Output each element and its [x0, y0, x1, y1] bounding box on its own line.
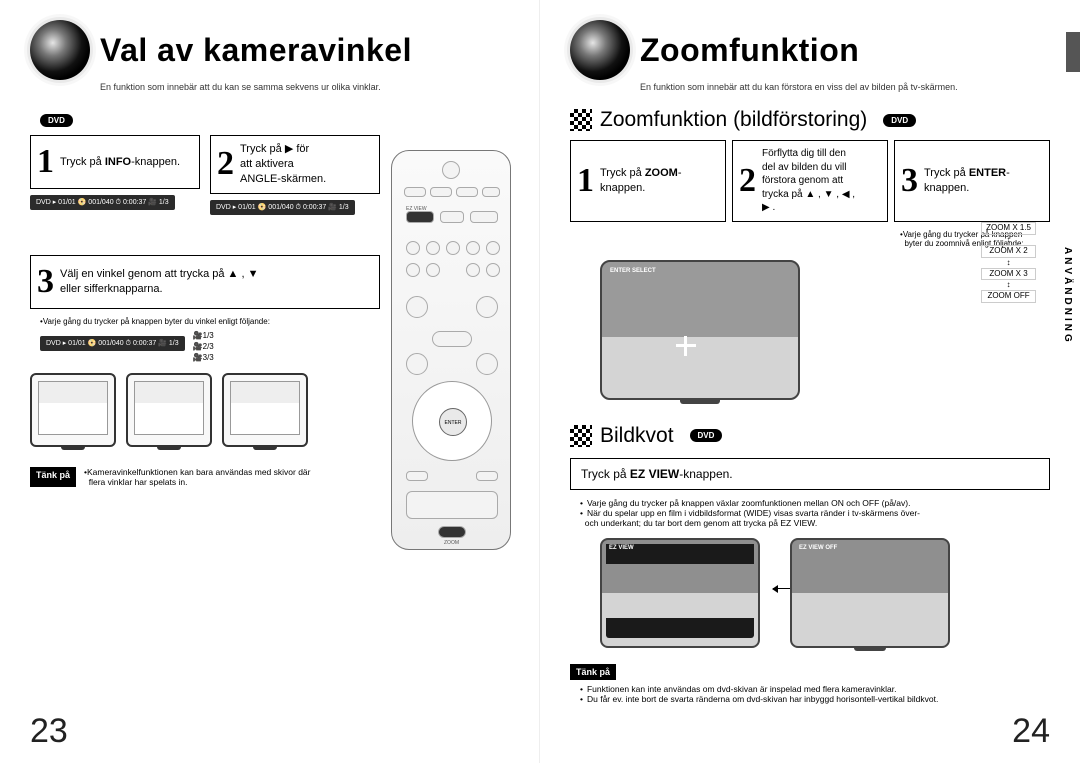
step-2r-text: Förflytta dig till den del av bilden du …	[762, 147, 855, 215]
ez-tv-off: EZ VIEW OFF	[790, 538, 950, 648]
zoom-ladder: ZOOM X 1.5 ↕ ZOOM X 2 ↕ ZOOM X 3 ↕ ZOOM …	[981, 222, 1036, 303]
zoom-tv-label: ENTER SELECT	[610, 268, 656, 274]
step-3-left: 3 Välj en vinkel genom att trycka på ▲ ,…	[30, 255, 380, 309]
ez-view-box: Tryck på EZ VIEW-knappen.	[570, 458, 1050, 490]
subtitle-left: En funktion som innebär att du kan se sa…	[100, 82, 509, 92]
ez-tv-label: EZ VIEW	[609, 545, 634, 551]
side-tab: ANVÄNDNING	[1061, 245, 1074, 347]
corner-tab	[1066, 32, 1080, 72]
page-number-left: 23	[30, 712, 68, 751]
infobar-2: DVD ▸ 01/01 📀 001/040 ⏱ 0:00:37 🎥 1/3	[210, 200, 355, 215]
step-number: 3	[37, 265, 54, 299]
ez-tv-row: EZ VIEW EZ VIEW OFF	[600, 538, 1050, 648]
step-3r-text: Tryck på ENTER-knappen.	[924, 166, 1041, 196]
step-2-left: 2 Tryck på ▶ för att aktivera ANGLE-skär…	[210, 135, 380, 194]
step-3-right: 3 Tryck på ENTER-knappen.	[894, 140, 1050, 222]
dvd-badge-left: DVD	[40, 114, 73, 127]
title-left: Val av kameravinkel	[100, 32, 412, 69]
tv-angle-1	[30, 373, 116, 447]
section-bildkvot: Bildkvot DVD	[570, 424, 1050, 448]
tv-angle-2	[126, 373, 212, 447]
step3-note: •Varje gång du trycker på knappen byter …	[40, 317, 380, 326]
page-left: Val av kameravinkel En funktion som inne…	[0, 0, 540, 763]
title-right: Zoomfunktion	[640, 32, 859, 69]
page-spread: Val av kameravinkel En funktion som inne…	[0, 0, 1080, 763]
zoom-level: ZOOM OFF	[981, 290, 1036, 303]
tankpa-badge: Tänk på	[30, 467, 76, 487]
section-zoom: Zoomfunktion (bildförstoring) DVD	[570, 108, 1050, 132]
enter-button: ENTER	[439, 408, 467, 436]
infobar-3: DVD ▸ 01/01 📀 001/040 ⏱ 0:00:37 🎥 1/3	[40, 336, 185, 351]
zoom-level: ZOOM X 3	[981, 268, 1036, 281]
ez-bullets: Varje gång du trycker på knappen växlar …	[580, 498, 1050, 528]
tankpa-bullets: Funktionen kan inte användas om dvd-skiv…	[580, 684, 1050, 704]
step-1-left: 1 Tryck på INFO-knappen.	[30, 135, 200, 189]
dpad: ENTER	[412, 381, 492, 461]
eye-graphic-right	[570, 20, 630, 80]
tankpa-text: •Kameravinkelfunktionen kan bara använda…	[84, 467, 310, 487]
eye-graphic-left	[30, 20, 90, 80]
step-3-text: Välj en vinkel genom att trycka på ▲ , ▼…	[60, 267, 258, 297]
section-zoom-title: Zoomfunktion (bildförstoring)	[600, 108, 867, 132]
step-number: 2	[217, 147, 234, 181]
step-1-right: 1 Tryck på ZOOM-knappen.	[570, 140, 726, 222]
tankpa-badge: Tänk på	[570, 664, 616, 680]
step-number: 1	[37, 145, 54, 179]
step-1r-text: Tryck på ZOOM-knappen.	[600, 166, 717, 196]
step-1-text: Tryck på INFO-knappen.	[60, 155, 180, 170]
dvd-badge-zoom: DVD	[883, 114, 916, 127]
ez-tv-on: EZ VIEW	[600, 538, 760, 648]
page-number-right: 24	[1012, 712, 1050, 751]
section-bildkvot-title: Bildkvot	[600, 424, 674, 448]
zoom-crosshair-icon	[676, 336, 696, 356]
step-2-text: Tryck på ▶ för att aktivera ANGLE-skärme…	[240, 142, 326, 187]
note-right: Tänk på	[570, 664, 1050, 680]
zoom-level: ZOOM X 2	[981, 245, 1036, 258]
page-right: Zoomfunktion En funktion som innebär att…	[540, 0, 1080, 763]
subtitle-right: En funktion som innebär att du kan först…	[640, 82, 1050, 92]
tv-angle-3	[222, 373, 308, 447]
checker-icon	[570, 425, 592, 447]
remote-control: EZ VIEW ENTER ZOOM	[391, 150, 511, 550]
step-2-right: 2 Förflytta dig till den del av bilden d…	[732, 140, 888, 222]
ez-tv-label: EZ VIEW OFF	[799, 545, 837, 551]
checker-icon	[570, 109, 592, 131]
dvd-badge-bildkvot: DVD	[690, 429, 723, 442]
zoom-tv: ENTER SELECT	[600, 260, 800, 400]
infobar-1: DVD ▸ 01/01 📀 001/040 ⏱ 0:00:37 🎥 1/3	[30, 195, 175, 210]
angle-list: 🎥1/3 🎥2/3 🎥3/3	[193, 330, 214, 364]
zoom-level: ZOOM X 1.5	[981, 222, 1036, 235]
